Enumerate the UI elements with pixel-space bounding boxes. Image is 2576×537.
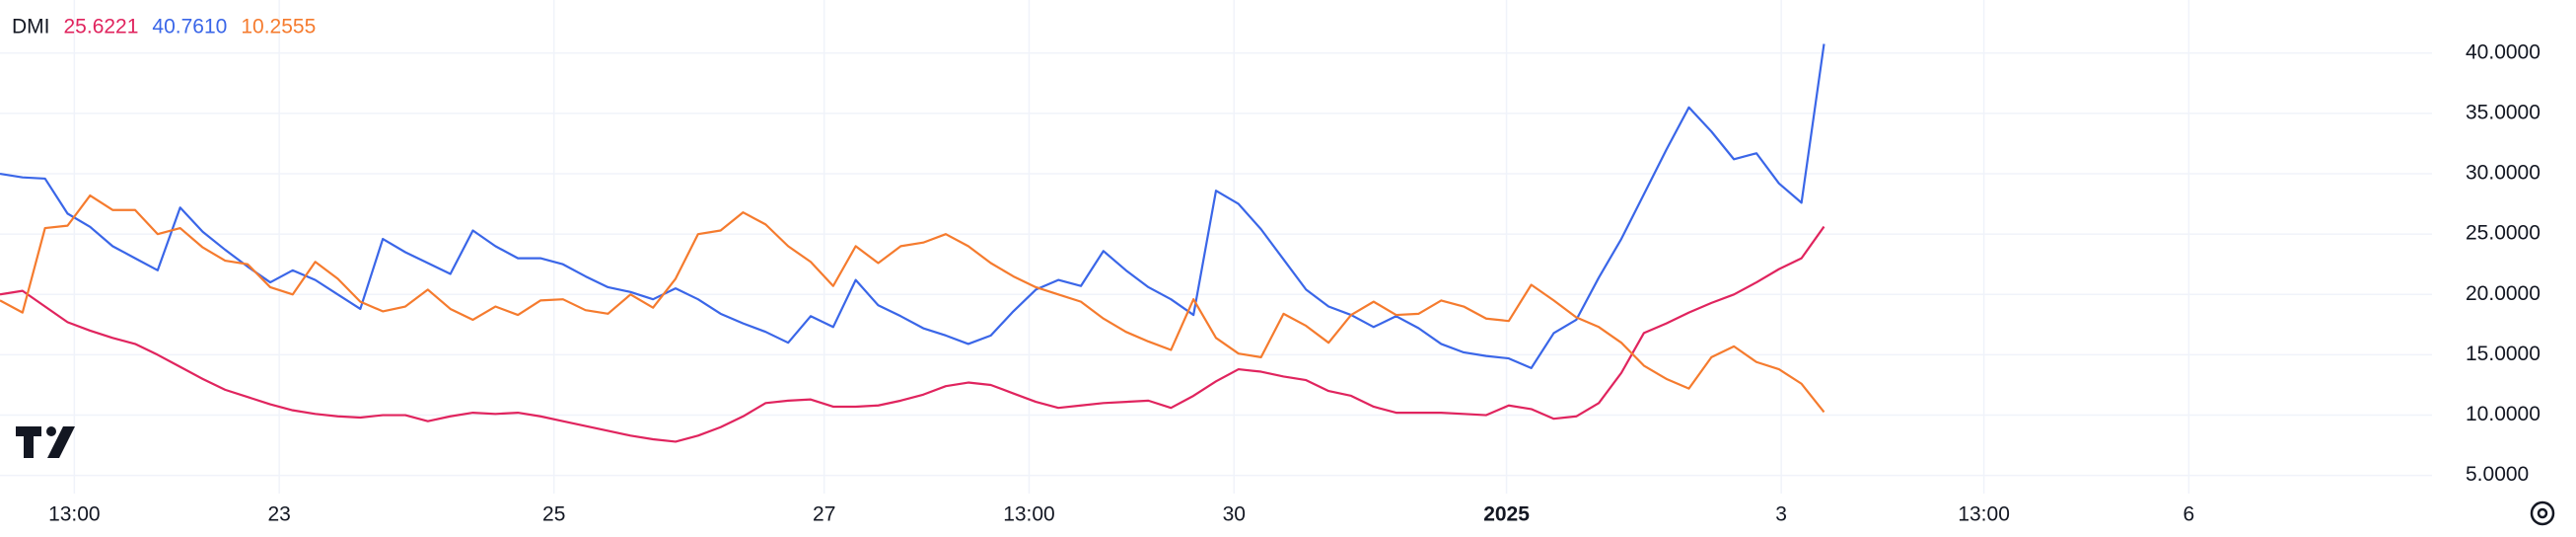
- dmi-line: [0, 43, 1825, 369]
- x-tick-label: 13:00: [1958, 503, 2010, 526]
- dmi-line: [0, 193, 1825, 414]
- y-tick-label: 35.0000: [2466, 101, 2540, 123]
- x-tick-label: 3: [1775, 503, 1787, 526]
- x-tick-label: 2025: [1483, 503, 1530, 526]
- settings-icon[interactable]: [2530, 500, 2555, 526]
- x-tick-label: 6: [2183, 503, 2195, 526]
- y-tick-label: 25.0000: [2466, 222, 2540, 245]
- legend-value: 25.6221: [64, 16, 139, 38]
- y-tick-label: 10.0000: [2466, 403, 2540, 425]
- indicator-name: DMI: [12, 16, 50, 38]
- tradingview-logo: [16, 426, 75, 458]
- x-tick-label: 25: [542, 503, 565, 526]
- x-tick-label: 13:00: [48, 503, 101, 526]
- dmi-line: [0, 225, 1825, 443]
- y-tick-label: 20.0000: [2466, 282, 2540, 305]
- y-tick-label: 30.0000: [2466, 162, 2540, 185]
- y-tick-label: 15.0000: [2466, 343, 2540, 365]
- y-tick-label: 40.0000: [2466, 40, 2540, 63]
- y-tick-label: 5.0000: [2466, 463, 2529, 486]
- x-tick-label: 30: [1223, 503, 1246, 526]
- legend-value: 40.7610: [152, 16, 227, 38]
- x-tick-label: 23: [267, 503, 290, 526]
- x-tick-label: 27: [813, 503, 835, 526]
- x-tick-label: 13:00: [1003, 503, 1055, 526]
- grid: [0, 0, 2432, 494]
- legend-value: 10.2555: [241, 16, 316, 38]
